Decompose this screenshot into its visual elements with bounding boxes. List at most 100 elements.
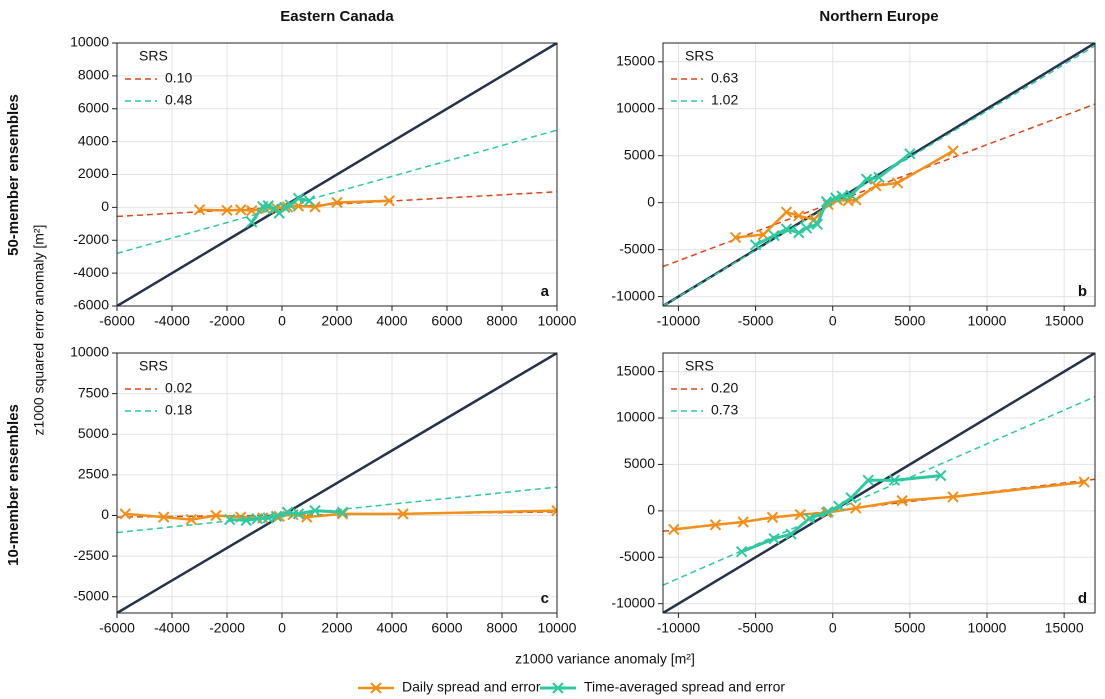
y-tick-label: -5000 <box>619 548 655 564</box>
marker <box>668 523 680 536</box>
marker <box>794 508 807 521</box>
y-tick-label: -2000 <box>73 231 109 247</box>
fit-line <box>117 129 557 255</box>
axes-frame <box>662 42 1096 307</box>
marker <box>800 222 813 234</box>
legend-label: 0.02 <box>165 380 192 396</box>
marker <box>331 196 343 209</box>
marker <box>780 223 793 235</box>
marker <box>709 519 722 531</box>
daily-line <box>673 480 1085 531</box>
marker <box>935 469 947 482</box>
fit-line <box>663 395 1095 586</box>
marker <box>221 204 233 217</box>
marker <box>873 171 885 184</box>
x-tick-label: 2000 <box>321 620 352 636</box>
x-tick-label: 0 <box>278 313 286 329</box>
y-tick-label: 10000 <box>616 409 655 425</box>
y-tick-label: -6000 <box>73 297 109 313</box>
marker <box>262 200 274 212</box>
y-tick-label: 6000 <box>78 99 109 115</box>
x-tick-label: 8000 <box>486 313 517 329</box>
marker <box>860 173 873 185</box>
y-tick-label: -2500 <box>73 547 109 563</box>
y-tick-label: 10000 <box>70 34 109 50</box>
identity-line <box>663 353 1095 613</box>
marker <box>862 474 874 486</box>
y-tick-label: 2500 <box>78 466 109 482</box>
x-tick-label: -2000 <box>209 313 245 329</box>
marker <box>749 239 762 251</box>
x-tick-label: 5000 <box>894 313 925 329</box>
y-tick-label: 4000 <box>78 132 109 148</box>
y-tick-label: 10000 <box>616 99 655 115</box>
axes-frame <box>662 352 1096 614</box>
y-tick-label: 7500 <box>78 384 109 400</box>
y-tick-label: 5000 <box>624 146 655 162</box>
marker <box>551 504 557 517</box>
x-tick-label: 5000 <box>894 620 925 636</box>
averaged-line <box>741 474 941 554</box>
x-tick-label: 15000 <box>1045 620 1084 636</box>
marker <box>947 145 959 157</box>
marker <box>850 502 862 514</box>
x-tick-label: -5000 <box>738 313 774 329</box>
legend-title: SRS <box>139 48 168 64</box>
x-tick-label: -4000 <box>154 313 190 329</box>
marker <box>803 512 816 524</box>
marker <box>246 204 258 217</box>
legend-label: Daily spread and error <box>402 679 541 695</box>
x-tick-label: 10000 <box>538 313 577 329</box>
y-tick-label: -4000 <box>73 264 109 280</box>
marker <box>768 533 780 545</box>
legend-title: SRS <box>685 358 714 374</box>
y-tick-label: 2000 <box>78 165 109 181</box>
marker <box>904 148 916 160</box>
x-tick-label: 15000 <box>1045 313 1084 329</box>
y-tick-label: 15000 <box>616 52 655 68</box>
identity-line <box>117 353 557 613</box>
marker <box>947 491 959 503</box>
marker <box>235 204 247 216</box>
x-tick-label: 4000 <box>376 313 407 329</box>
x-tick-label: 10000 <box>968 620 1007 636</box>
panel-letter: b <box>1078 283 1087 300</box>
y-tick-label: 5000 <box>78 425 109 441</box>
marker <box>766 511 779 524</box>
x-tick-label: 0 <box>829 620 837 636</box>
legend-label: 0.10 <box>165 70 192 86</box>
x-tick-label: 2000 <box>321 313 352 329</box>
row-title: 50-member ensembles <box>5 94 22 256</box>
marker <box>158 511 170 523</box>
legend-label: 0.48 <box>165 92 192 108</box>
identity-line <box>117 43 557 306</box>
axes-frame <box>116 352 558 614</box>
marker <box>896 494 908 507</box>
marker <box>193 204 206 216</box>
marker <box>811 218 823 230</box>
marker <box>780 206 793 218</box>
y-tick-label: -10000 <box>611 594 655 610</box>
marker <box>251 513 263 525</box>
marker <box>845 492 857 504</box>
legend-label: Time-averaged spread and error <box>584 679 785 695</box>
panel-letter: d <box>1078 590 1087 607</box>
legend-title: SRS <box>139 358 168 374</box>
x-tick-label: -5000 <box>738 620 774 636</box>
marker <box>336 506 349 518</box>
marker <box>210 509 222 522</box>
plot-area <box>117 353 557 613</box>
x-tick-label: -10000 <box>657 620 701 636</box>
x-tick-label: 6000 <box>431 313 462 329</box>
x-tick-label: -6000 <box>99 620 135 636</box>
marker <box>888 474 901 486</box>
marker <box>793 210 805 222</box>
legend-label: 1.02 <box>711 92 738 108</box>
marker <box>292 508 305 520</box>
column-title: Eastern Canada <box>280 8 394 25</box>
marker <box>845 189 857 201</box>
x-axis-label: z1000 variance anomaly [m²] <box>515 651 695 667</box>
marker <box>768 229 780 242</box>
marker <box>397 508 409 520</box>
x-tick-label: 6000 <box>431 620 462 636</box>
